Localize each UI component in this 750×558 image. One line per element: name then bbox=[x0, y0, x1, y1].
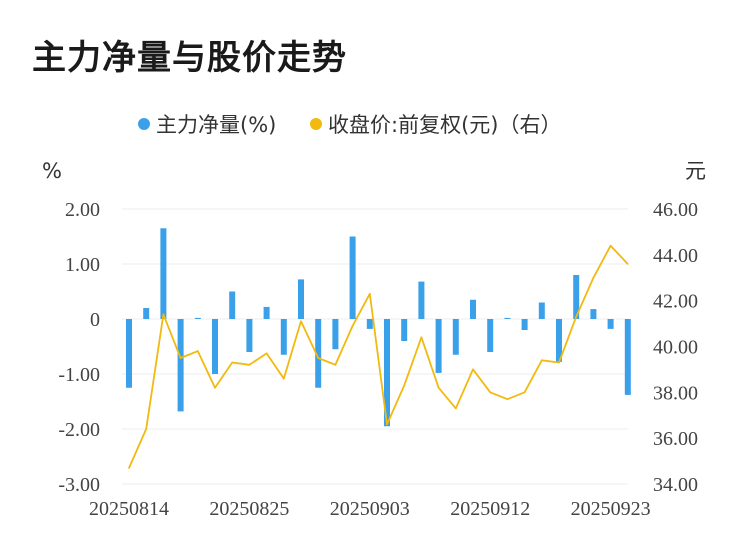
bar bbox=[470, 299, 476, 319]
price-point bbox=[265, 352, 268, 355]
price-point bbox=[506, 398, 509, 401]
price-point bbox=[351, 325, 354, 327]
axis-labels: 2.00 1.00 0 -1.00 -2.00 -3.00 46.00 44.00 42.00 4… bbox=[58, 199, 698, 520]
price-point bbox=[231, 361, 233, 364]
bar bbox=[435, 319, 442, 373]
bar bbox=[246, 319, 253, 352]
left-axis-unit: % bbox=[42, 159, 62, 183]
bar bbox=[573, 275, 580, 319]
bar bbox=[212, 319, 218, 374]
price-point bbox=[334, 364, 337, 366]
price-point bbox=[437, 386, 440, 389]
price-point bbox=[179, 357, 182, 359]
bar bbox=[177, 319, 184, 412]
left-tick-label: 1.00 bbox=[65, 254, 100, 276]
left-tick-label: -2.00 bbox=[58, 419, 100, 441]
price-point bbox=[541, 359, 543, 362]
bar bbox=[487, 319, 494, 352]
price-point bbox=[283, 377, 285, 380]
right-tick-label: 40.00 bbox=[653, 337, 698, 359]
price-point bbox=[248, 364, 251, 366]
price-point bbox=[128, 467, 130, 469]
price-point bbox=[575, 315, 577, 318]
legend-bar-marker bbox=[138, 118, 150, 130]
legend-bar-label: 主力净量(%) bbox=[156, 113, 276, 137]
price-point bbox=[317, 357, 320, 359]
price-line bbox=[128, 244, 629, 469]
price-point bbox=[197, 350, 199, 352]
bar bbox=[521, 319, 528, 330]
bar bbox=[126, 319, 132, 388]
line-series bbox=[128, 244, 629, 469]
bar-series bbox=[126, 228, 631, 427]
price-point bbox=[592, 276, 595, 279]
right-tick-label: 38.00 bbox=[653, 382, 698, 404]
price-point bbox=[145, 428, 147, 430]
gridlines bbox=[122, 208, 628, 485]
right-tick-label: 36.00 bbox=[653, 428, 698, 450]
bar bbox=[590, 309, 597, 319]
right-tick-label: 44.00 bbox=[653, 245, 698, 267]
price-point bbox=[609, 244, 612, 247]
right-tick-label: 34.00 bbox=[653, 474, 698, 496]
bar bbox=[160, 228, 167, 319]
price-point bbox=[472, 368, 474, 371]
bar bbox=[263, 306, 270, 319]
price-point bbox=[386, 423, 388, 426]
bar bbox=[143, 308, 150, 319]
price-point bbox=[523, 391, 526, 394]
price-point bbox=[369, 292, 371, 295]
bar bbox=[366, 319, 373, 329]
right-axis-unit: 元 bbox=[685, 159, 706, 183]
price-point bbox=[489, 391, 492, 394]
x-tick-label: 20250903 bbox=[330, 498, 410, 520]
left-tick-label: 0 bbox=[90, 309, 100, 331]
x-tick-label: 20250825 bbox=[209, 498, 289, 520]
chart-title: 主力净量与股价走势 bbox=[32, 38, 347, 78]
x-tick-label: 20250923 bbox=[571, 498, 651, 520]
bar bbox=[401, 319, 408, 341]
price-point bbox=[420, 336, 423, 339]
legend-line-label: 收盘价:前复权(元)（右） bbox=[328, 113, 561, 137]
price-point bbox=[300, 320, 302, 323]
right-tick-label: 46.00 bbox=[653, 199, 698, 221]
bar bbox=[504, 317, 511, 319]
right-tick-label: 42.00 bbox=[653, 291, 698, 313]
bar bbox=[624, 319, 631, 395]
bar bbox=[538, 302, 545, 319]
bar bbox=[298, 279, 304, 319]
left-tick-label: -1.00 bbox=[58, 364, 100, 386]
bar bbox=[280, 319, 287, 355]
bar bbox=[194, 317, 201, 319]
left-tick-label: -3.00 bbox=[58, 474, 100, 496]
bar bbox=[556, 319, 562, 362]
left-tick-label: 2.00 bbox=[65, 199, 100, 221]
x-tick-label: 20250912 bbox=[450, 498, 530, 520]
price-point bbox=[455, 407, 457, 410]
bar bbox=[332, 319, 339, 350]
bar bbox=[418, 281, 425, 319]
x-tick-label: 20250814 bbox=[89, 498, 169, 520]
bar bbox=[349, 236, 356, 319]
price-point bbox=[403, 384, 406, 387]
legend-line-marker bbox=[310, 118, 322, 130]
bar bbox=[229, 291, 236, 319]
price-point bbox=[558, 361, 560, 364]
bar bbox=[315, 319, 322, 388]
legend: 主力净量(%) 收盘价:前复权(元)（右） bbox=[138, 113, 561, 137]
price-point bbox=[627, 263, 629, 265]
price-point bbox=[162, 313, 165, 316]
bar bbox=[384, 319, 390, 427]
bar bbox=[607, 319, 614, 329]
bar bbox=[452, 319, 459, 355]
price-point bbox=[214, 386, 216, 389]
